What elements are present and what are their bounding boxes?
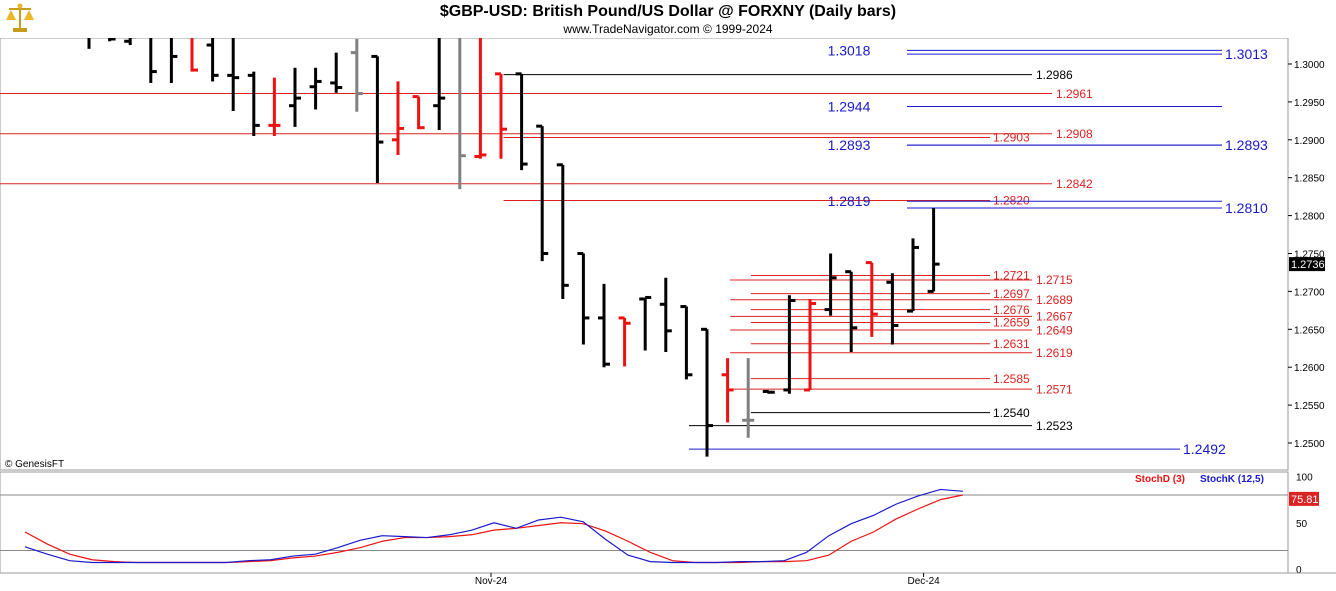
- level-label: 1.2667: [1036, 310, 1073, 324]
- level-label: 1.2585: [993, 372, 1030, 386]
- level-label: 1.2903: [993, 131, 1030, 145]
- price-tick-label: 1.2500: [1294, 439, 1325, 450]
- price-panel: © GenesisFT: [0, 37, 1289, 471]
- level-label: 1.2659: [993, 316, 1030, 330]
- stoch-last-label: 75.81: [1291, 494, 1319, 506]
- price-tick-label: 1.2550: [1294, 401, 1325, 412]
- stochastic-plot-area: [0, 471, 1289, 574]
- level-label: 1.2986: [1036, 68, 1073, 82]
- level-label: 1.2523: [1036, 419, 1073, 433]
- level-label: 1.2944: [828, 98, 871, 114]
- stoch-last-box: [1289, 491, 1319, 506]
- legend-stochd: StochD (3): [1135, 474, 1185, 485]
- level-label: 1.2697: [993, 287, 1030, 301]
- last-price-box: [1289, 257, 1325, 272]
- x-tick-label: Dec-24: [907, 576, 940, 587]
- price-tick-label: 1.2650: [1294, 325, 1325, 336]
- stoch-tick-label: 50: [1296, 519, 1308, 530]
- level-label: 1.2961: [1056, 87, 1093, 101]
- chart-title: $GBP-USD: British Pound/US Dollar @ FORX…: [439, 3, 897, 20]
- price-tick-label: 1.2750: [1294, 250, 1325, 261]
- chart-header: $GBP-USD: British Pound/US Dollar @ FORX…: [0, 0, 1336, 38]
- price-tick-label: 1.2700: [1294, 287, 1325, 298]
- chart-subtitle: www.TradeNavigator.com © 1999-2024: [563, 22, 773, 36]
- level-label: 1.2689: [1036, 293, 1073, 307]
- ohlc-bars: [83, 0, 940, 457]
- level-label: 1.2893: [828, 137, 871, 153]
- stoch-tick-label: 100: [1296, 473, 1313, 484]
- level-label: 1.2492: [1183, 441, 1226, 457]
- level-label: 1.2571: [1036, 382, 1073, 396]
- price-plot-area: [0, 37, 1289, 471]
- price-tick-label: 1.2850: [1294, 174, 1325, 185]
- level-label: 1.2819: [828, 193, 871, 209]
- legend-stochk: StochK (12,5): [1200, 474, 1264, 485]
- level-label: 1.2842: [1056, 177, 1093, 191]
- stochastic-panel: 100 50 0 StochD (3) StochK (12,5) 75.81: [0, 471, 1319, 576]
- level-label: 1.2721: [993, 269, 1030, 283]
- stoch-series-line: [24, 488, 963, 564]
- price-tick-label: 1.2600: [1294, 363, 1325, 374]
- level-label: 1.2676: [993, 303, 1030, 317]
- level-label: 1.3013: [1225, 46, 1268, 62]
- date-axis: Nov-24 Dec-24: [0, 572, 1336, 587]
- level-label: 1.2908: [1056, 127, 1093, 141]
- level-label: 1.2649: [1036, 323, 1073, 337]
- stoch-tick-label: 0: [1296, 565, 1302, 576]
- price-tick-label: 1.2900: [1294, 136, 1325, 147]
- watermark: © GenesisFT: [5, 459, 64, 470]
- gold-scales-icon: [6, 3, 34, 32]
- level-label: 1.2540: [993, 406, 1030, 420]
- levels-layer: 1.3018 1.3013 1.2986 1.2961 1.2944 1.2908 1.29…: [0, 42, 1268, 457]
- price-tick-label: 1.3000: [1294, 60, 1325, 71]
- price-tick-label: 1.2950: [1294, 98, 1325, 109]
- level-label: 1.2715: [1036, 273, 1073, 287]
- price-tick-label: 1.2800: [1294, 212, 1325, 223]
- last-price-label: 1.2736: [1291, 259, 1325, 271]
- level-label: 1.3018: [828, 42, 871, 58]
- level-label: 1.2631: [993, 337, 1030, 351]
- level-label: 1.2619: [1036, 346, 1073, 360]
- level-label: 1.2810: [1225, 200, 1268, 216]
- x-tick-label: Nov-24: [475, 576, 508, 587]
- level-label: 1.2820: [993, 194, 1030, 208]
- level-label: 1.2893: [1225, 137, 1268, 153]
- price-axis: 1.30001.29501.29001.28501.28001.27501.27…: [1288, 60, 1325, 450]
